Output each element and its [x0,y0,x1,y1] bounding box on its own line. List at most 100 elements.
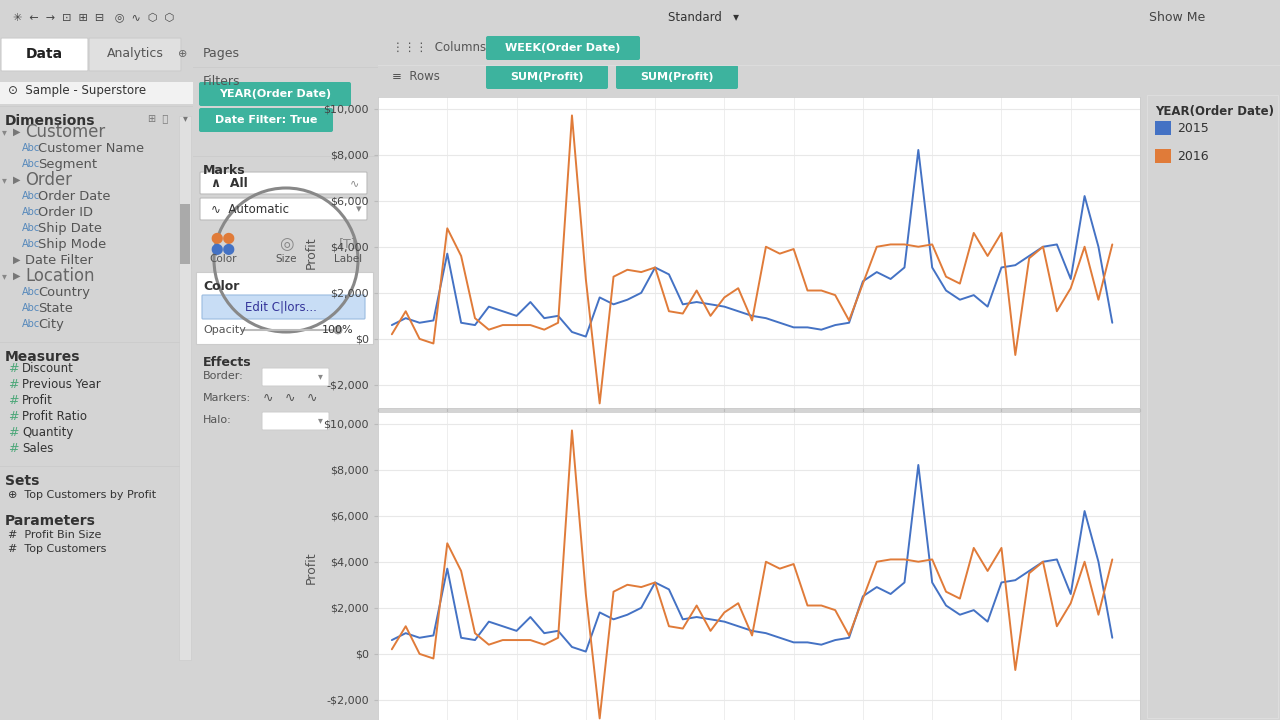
FancyBboxPatch shape [1,38,88,71]
Text: Halo:: Halo: [204,415,232,425]
Text: Color: Color [209,254,237,264]
Text: Abc: Abc [22,143,40,153]
Text: Border:: Border: [204,371,243,381]
Text: Abc: Abc [22,207,40,217]
Text: Measures: Measures [5,350,81,364]
Text: Previous Year: Previous Year [22,377,101,390]
FancyBboxPatch shape [202,295,365,319]
Text: Edit C|lors...: Edit C|lors... [244,300,316,313]
Text: Parameters: Parameters [5,514,96,528]
Text: ⊕  Top Customers by Profit: ⊕ Top Customers by Profit [8,490,156,500]
Text: YEAR(Order Date): YEAR(Order Date) [1155,105,1274,118]
Text: Order: Order [26,171,72,189]
Text: ⊞  🔍: ⊞ 🔍 [148,113,168,123]
Text: Marks: Marks [204,164,246,177]
Bar [1155,121,1171,135]
Text: #  Top Customers: # Top Customers [8,544,106,554]
Text: 2016: 2016 [1178,150,1208,163]
Text: Show Me: Show Me [1149,11,1206,24]
Text: Analytics: Analytics [106,47,164,60]
Text: Sales: Sales [22,441,54,454]
Y-axis label: Profit: Profit [305,552,317,584]
Text: SUM(Profit): SUM(Profit) [511,72,584,82]
Text: ∿: ∿ [349,178,360,188]
Text: ⋮⋮⋮  Columns: ⋮⋮⋮ Columns [392,40,486,53]
Text: ≡  Rows: ≡ Rows [392,70,440,83]
Text: 100%: 100% [321,325,353,335]
Text: Pages: Pages [204,47,241,60]
FancyBboxPatch shape [262,412,329,430]
Text: Abc: Abc [22,319,40,329]
Text: Quantity: Quantity [22,426,73,438]
Text: Label: Label [334,254,362,264]
Text: ▶: ▶ [13,127,20,137]
Text: ▶: ▶ [13,175,20,185]
Text: Data: Data [26,47,63,60]
Text: ⬤⬤: ⬤⬤ [210,233,236,243]
Text: #: # [8,361,18,374]
Text: Customer: Customer [26,123,105,141]
Text: ∿: ∿ [307,392,317,405]
Text: Country: Country [38,286,90,299]
Text: ∿: ∿ [262,392,274,405]
Text: Standard   ▾: Standard ▾ [668,11,740,24]
Text: ✳  ←  →  ⊡  ⊞  ⊟   ◎  ∿  ⬡  ⬡: ✳ ← → ⊡ ⊞ ⊟ ◎ ∿ ⬡ ⬡ [13,12,174,22]
Text: Customer Name: Customer Name [38,142,145,155]
Text: ▾: ▾ [3,271,6,281]
Bar [180,204,189,264]
Bar [0,82,193,104]
Circle shape [334,326,342,334]
Text: ∧  All: ∧ All [211,176,248,189]
FancyBboxPatch shape [198,108,333,132]
Text: ◎: ◎ [279,235,293,253]
Text: Markers:: Markers: [204,393,251,403]
Text: #: # [8,441,18,454]
Text: #: # [8,394,18,407]
Text: #: # [8,426,18,438]
Text: #: # [8,377,18,390]
Text: Abc: Abc [22,287,40,297]
Text: Location: Location [26,267,95,285]
Text: ▾: ▾ [356,204,362,214]
Text: Filters: Filters [204,75,241,88]
Text: Dimensions: Dimensions [5,114,96,128]
FancyBboxPatch shape [200,172,367,194]
Text: ∿: ∿ [285,392,296,405]
Text: Abc: Abc [22,223,40,233]
FancyBboxPatch shape [486,65,608,89]
Text: Ship Mode: Ship Mode [38,238,106,251]
Text: Sets: Sets [5,474,40,488]
Text: WEEK(Order Date): WEEK(Order Date) [506,43,621,53]
Text: #  Profit Bin Size: # Profit Bin Size [8,530,101,540]
Text: City: City [38,318,64,330]
Text: Order ID: Order ID [38,205,93,218]
Text: Date Filter: Date Filter [26,253,93,266]
Text: Opacity: Opacity [204,325,246,335]
Text: Abc: Abc [22,239,40,249]
Bar [179,116,191,660]
Text: Profit: Profit [22,394,52,407]
FancyBboxPatch shape [200,198,367,220]
FancyBboxPatch shape [616,65,739,89]
Text: #: # [8,410,18,423]
Text: ▾: ▾ [319,415,323,425]
Text: ▶: ▶ [13,255,20,265]
FancyBboxPatch shape [198,82,351,106]
Text: Discount: Discount [22,361,74,374]
Text: ⬤⬤: ⬤⬤ [210,243,236,255]
Text: Effects: Effects [204,356,252,369]
Text: Profit Ratio: Profit Ratio [22,410,87,423]
Text: Abc: Abc [22,159,40,169]
FancyBboxPatch shape [196,272,372,344]
Text: ▶: ▶ [13,271,20,281]
Bar [1155,149,1171,163]
Text: ⊕: ⊕ [178,48,188,58]
Text: [T]: [T] [339,238,357,251]
Text: Size: Size [275,254,297,264]
Text: YEAR(Order Date): YEAR(Order Date) [219,89,332,99]
Text: ▾: ▾ [3,175,6,185]
FancyBboxPatch shape [90,38,180,71]
Text: ▾: ▾ [319,371,323,381]
Text: Order Date: Order Date [38,189,110,202]
Text: Color: Color [204,280,239,293]
